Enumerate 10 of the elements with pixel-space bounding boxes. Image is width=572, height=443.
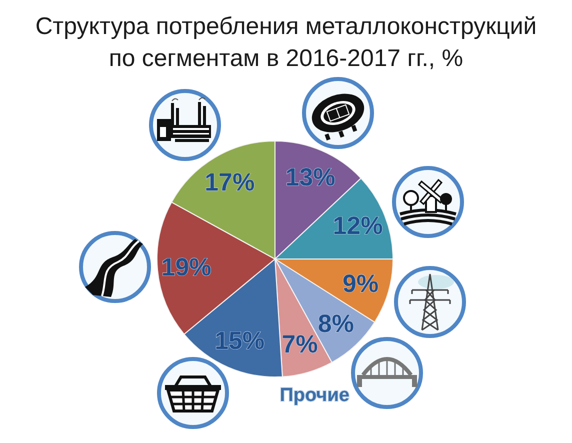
slice-label: Прочие — [280, 384, 350, 406]
data-label: 12% — [332, 212, 383, 240]
data-label: 8% — [318, 310, 354, 338]
data-label: 9% — [342, 270, 379, 298]
data-label: 19% — [161, 253, 212, 282]
data-label: 15% — [214, 326, 265, 355]
chart-title: Структура потребления металлоконструкций по сегментам в 2016-2017 гг., % — [35, 13, 537, 72]
data-label: 13% — [285, 163, 336, 192]
data-label: 7% — [282, 330, 318, 359]
data-label: 17% — [204, 168, 255, 196]
